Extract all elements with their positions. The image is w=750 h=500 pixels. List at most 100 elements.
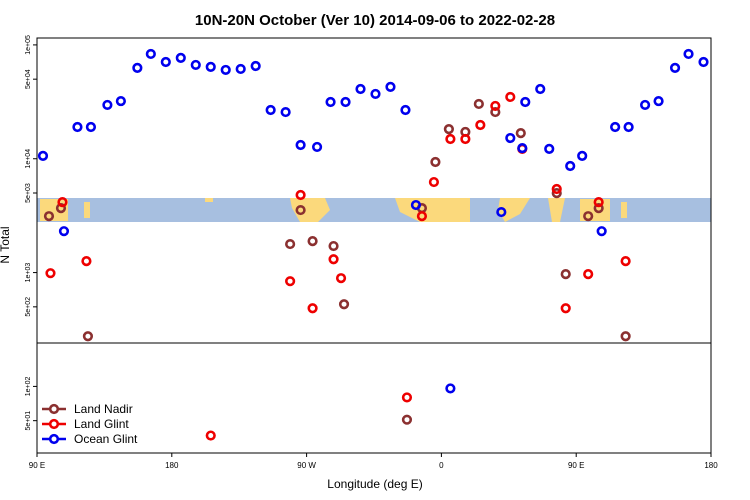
legend-marker xyxy=(48,403,60,415)
point xyxy=(698,56,709,68)
point xyxy=(445,383,456,394)
point xyxy=(496,206,507,218)
point xyxy=(82,331,94,342)
point xyxy=(683,48,694,60)
point xyxy=(577,150,588,161)
point xyxy=(132,62,143,74)
point xyxy=(544,143,555,155)
point xyxy=(57,197,68,208)
point xyxy=(328,240,339,252)
point xyxy=(370,88,381,100)
x-tick-label: 180 xyxy=(165,461,179,470)
y-tick-label: 1e+05 xyxy=(25,35,32,55)
point xyxy=(490,106,501,118)
point xyxy=(505,132,516,144)
point xyxy=(620,331,631,342)
point xyxy=(639,99,651,111)
point xyxy=(85,121,97,133)
point xyxy=(115,95,126,107)
y-tick-label: 5e+01 xyxy=(25,411,32,431)
point xyxy=(583,211,594,222)
x-tick-label: 180 xyxy=(704,461,718,470)
y-tick-label: 5e+02 xyxy=(25,297,32,317)
point xyxy=(285,238,296,250)
point xyxy=(102,99,113,111)
point xyxy=(430,156,441,168)
point xyxy=(416,211,428,222)
point xyxy=(220,64,231,76)
chart-title: 10N-20N October (Ver 10) 2014-09-06 to 2… xyxy=(195,12,555,29)
point xyxy=(401,392,413,403)
point xyxy=(669,62,681,74)
point xyxy=(551,188,562,199)
point xyxy=(475,119,486,131)
point xyxy=(583,269,594,280)
point xyxy=(445,133,456,145)
point xyxy=(515,127,526,139)
point xyxy=(560,303,571,314)
point xyxy=(551,183,562,195)
point xyxy=(307,236,318,247)
point xyxy=(328,254,339,265)
y-tick-label: 5e+04 xyxy=(25,69,32,89)
point xyxy=(596,226,607,237)
legend-label: Land Glint xyxy=(74,417,129,431)
legend-label: Ocean Glint xyxy=(74,432,138,446)
point xyxy=(325,96,336,108)
x-axis-label: Longitude (deg E) xyxy=(327,477,422,491)
point xyxy=(175,52,186,63)
legend-marker xyxy=(48,418,60,430)
x-tick-label: 90 W xyxy=(297,461,316,470)
point xyxy=(623,121,634,133)
point xyxy=(620,256,631,267)
point xyxy=(311,141,323,153)
point xyxy=(280,106,291,118)
x-tick-label: 0 xyxy=(439,461,444,470)
x-tick-label: 90 E xyxy=(29,461,45,470)
point xyxy=(505,91,516,103)
point xyxy=(45,268,56,279)
point xyxy=(235,63,246,75)
point xyxy=(610,121,621,133)
x-tick-label: 90 E xyxy=(568,461,584,470)
point xyxy=(205,61,216,72)
point xyxy=(295,189,306,201)
point xyxy=(385,81,396,92)
plot-frame xyxy=(36,37,712,454)
series xyxy=(37,48,709,394)
point xyxy=(81,256,92,267)
point xyxy=(460,133,471,145)
point xyxy=(593,197,604,208)
point xyxy=(265,104,276,116)
point xyxy=(58,226,70,237)
point xyxy=(443,124,454,135)
point xyxy=(535,83,546,95)
point xyxy=(517,143,528,154)
point xyxy=(37,150,49,161)
point xyxy=(295,204,306,216)
point xyxy=(520,96,531,108)
point xyxy=(400,104,411,116)
y-tick-label: 1e+04 xyxy=(25,149,32,169)
point xyxy=(335,273,347,284)
point xyxy=(428,176,440,188)
point xyxy=(565,160,576,172)
point xyxy=(473,98,484,110)
point xyxy=(160,56,171,68)
y-tick-label: 5e+03 xyxy=(25,183,32,203)
point xyxy=(307,303,318,314)
point xyxy=(205,430,216,441)
y-axis-label: N Total xyxy=(0,226,12,263)
point xyxy=(295,139,306,151)
point xyxy=(250,60,261,72)
legend-label: Land Nadir xyxy=(74,402,133,416)
point xyxy=(401,414,413,425)
point xyxy=(72,121,83,133)
point xyxy=(145,48,156,60)
y-tick-label: 1e+02 xyxy=(25,376,32,396)
point xyxy=(410,199,422,211)
point xyxy=(190,59,201,71)
point xyxy=(355,83,366,95)
point xyxy=(653,95,664,107)
